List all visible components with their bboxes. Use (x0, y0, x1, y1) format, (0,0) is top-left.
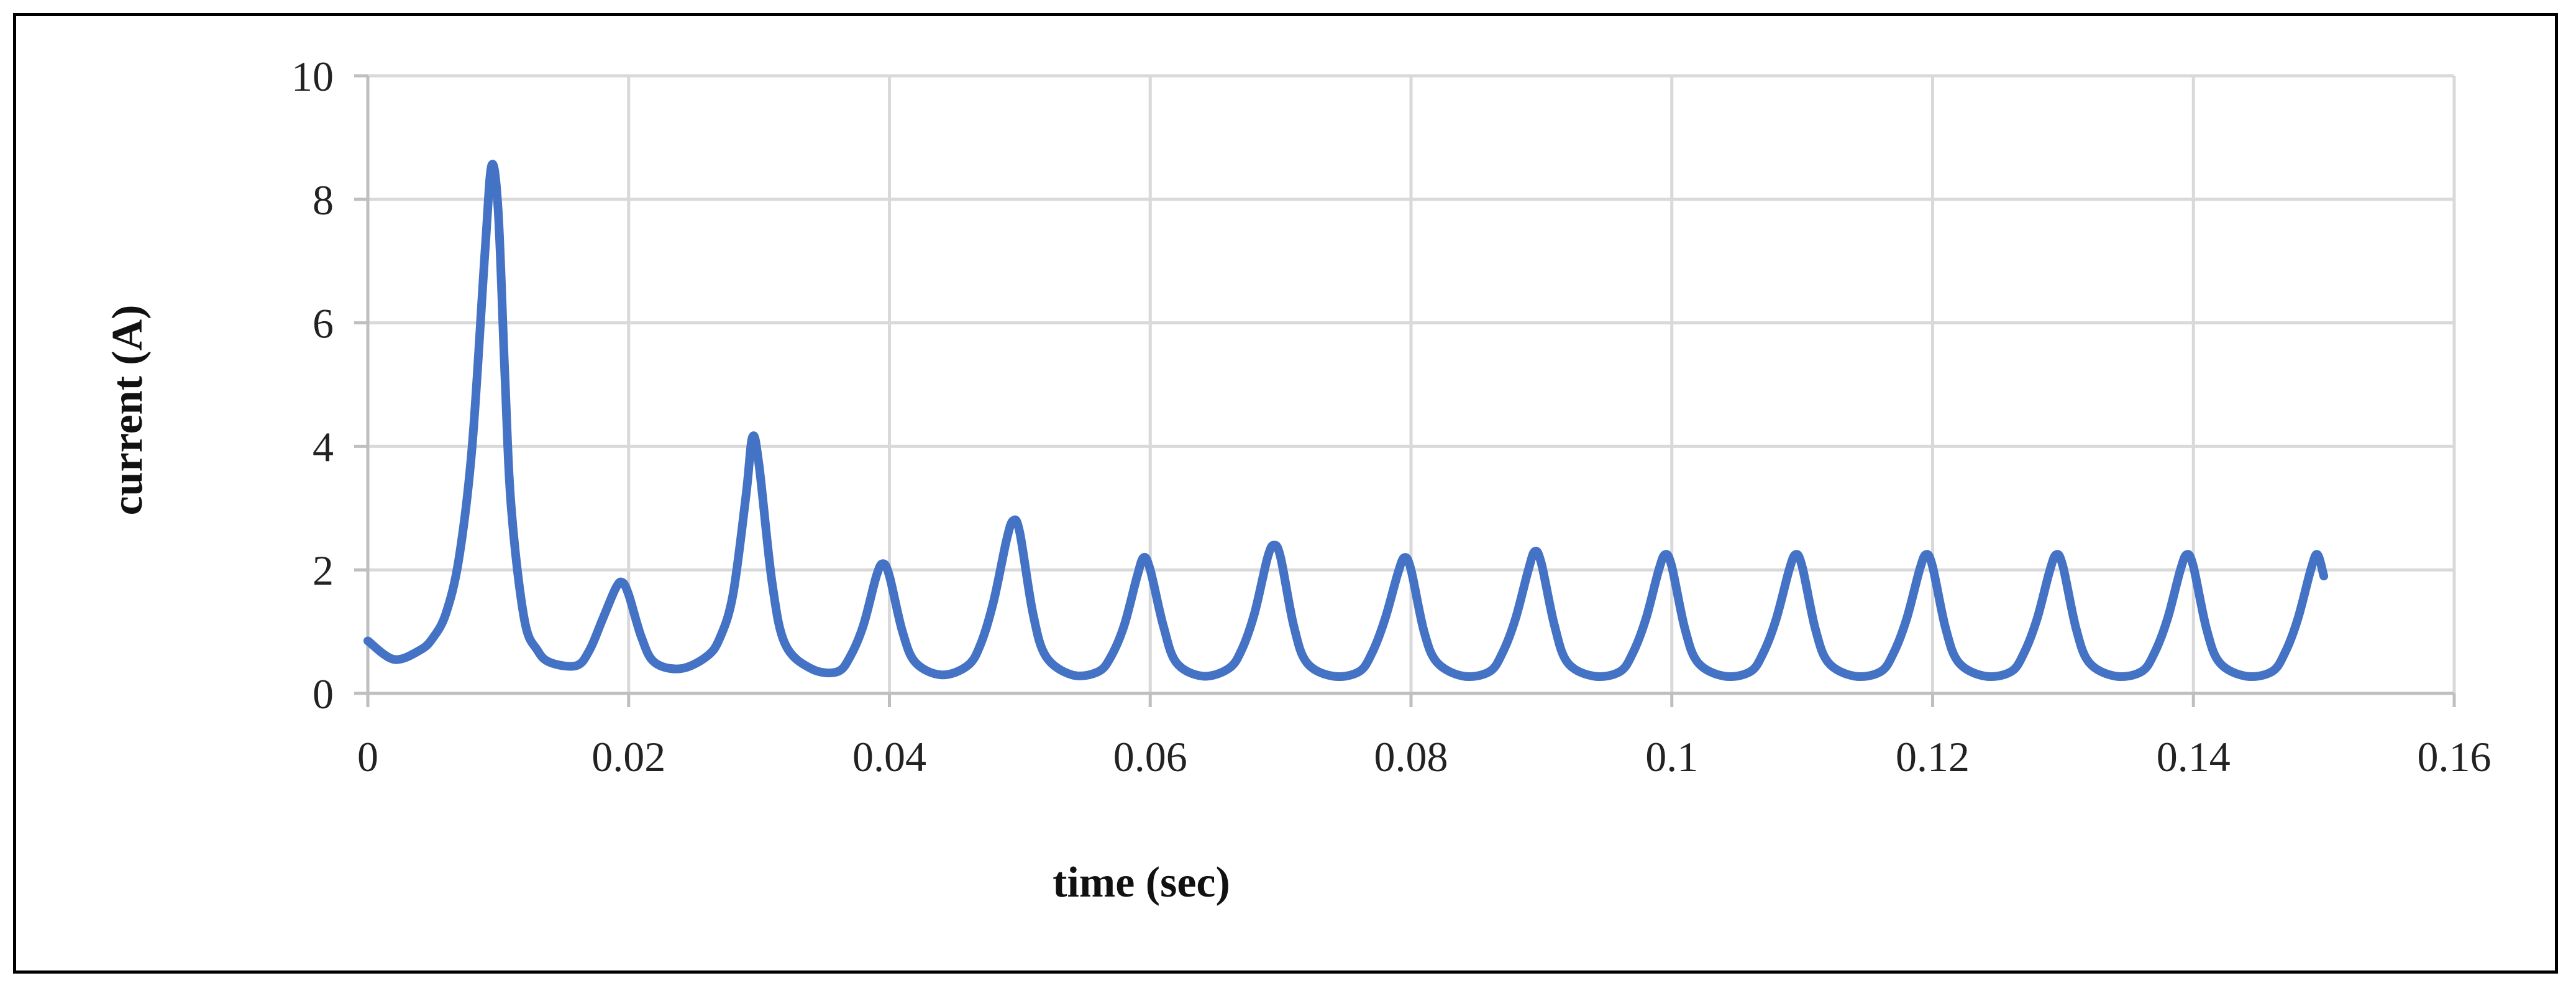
x-tick-label: 0.06 (1113, 733, 1187, 780)
x-tick-label: 0 (357, 733, 378, 780)
x-tick-label: 0.16 (2418, 733, 2492, 780)
y-tick-label: 4 (313, 423, 334, 470)
y-tick-label: 6 (313, 300, 334, 347)
gridlines (368, 74, 2456, 693)
x-tick-label: 0.08 (1374, 733, 1448, 780)
x-tick-label: 0.14 (2157, 733, 2231, 780)
x-tick-label: 0.04 (852, 733, 926, 780)
series-line-0 (363, 160, 2329, 682)
chart-frame (13, 13, 2558, 974)
y-tick-label: 8 (313, 176, 334, 224)
y-axis-title: current (A) (104, 305, 152, 516)
x-tick-label: 0.12 (1896, 733, 1970, 780)
tick-labels: 0 0.02 0.04 0.06 0.08 0.1 0.12 0.14 0.16 0 2 4 6 8 10 (291, 53, 2492, 780)
series-layer (363, 160, 2329, 682)
x-axis-title: time (sec) (1053, 859, 1230, 907)
axes (354, 74, 2456, 707)
y-tick-label: 10 (291, 53, 334, 100)
y-tick-label: 2 (313, 547, 334, 594)
y-tick-label: 0 (313, 670, 334, 718)
x-tick-label: 0.02 (591, 733, 665, 780)
x-tick-label: 0.1 (1645, 733, 1698, 780)
